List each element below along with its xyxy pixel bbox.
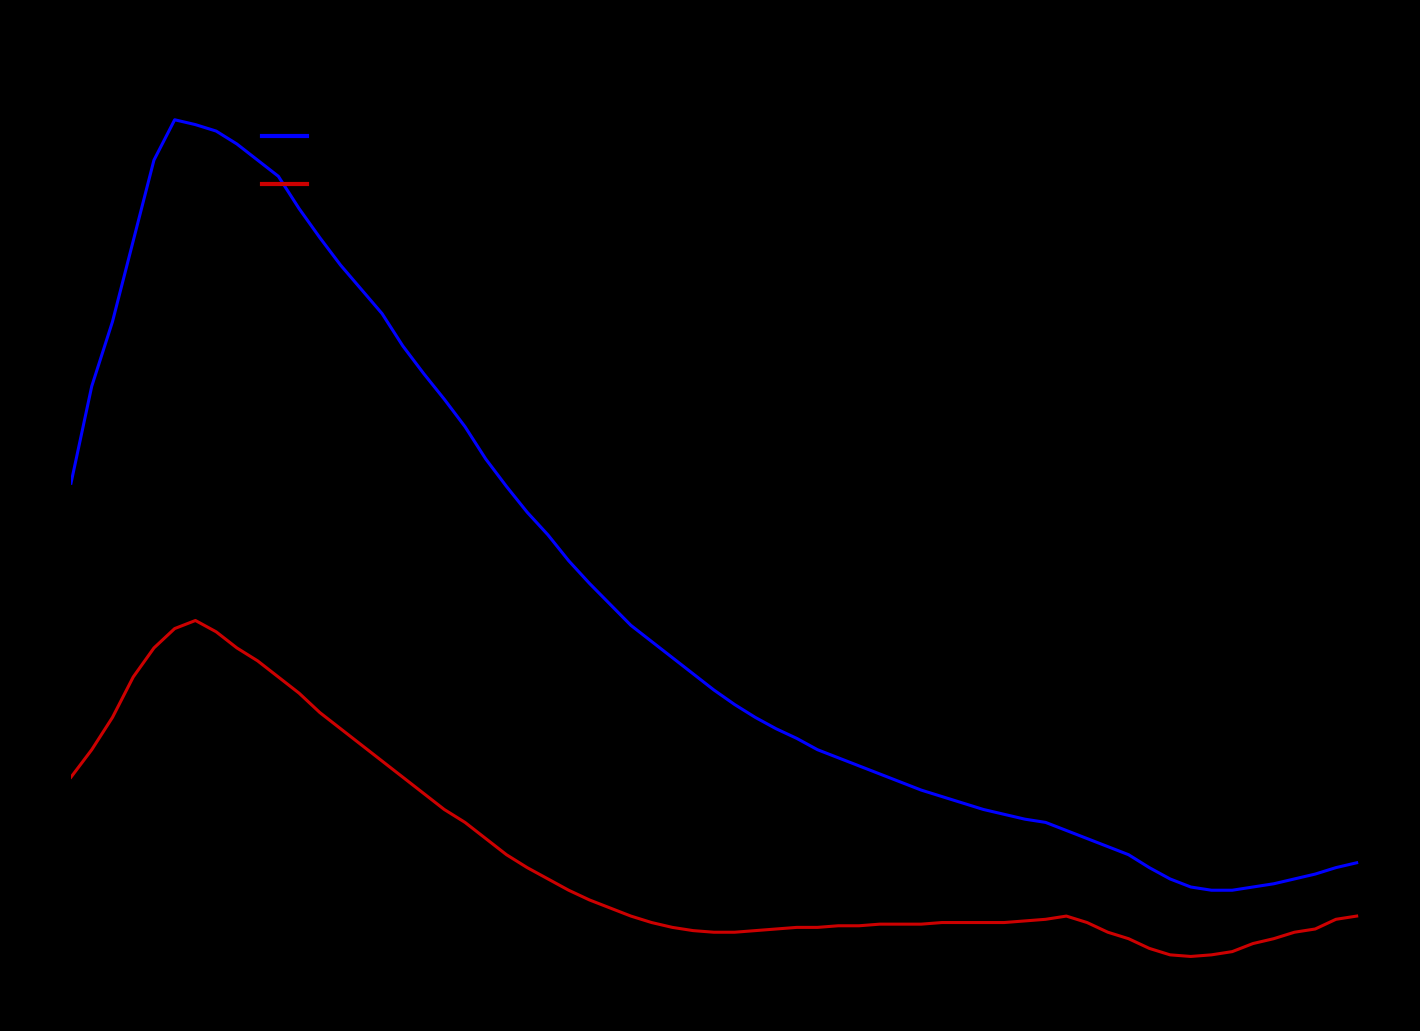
Title: Chart 6: Noncurrent Loan Rate and Quarterly Net Charge-Off Rate: Chart 6: Noncurrent Loan Rate and Quarte… bbox=[311, 0, 1137, 15]
